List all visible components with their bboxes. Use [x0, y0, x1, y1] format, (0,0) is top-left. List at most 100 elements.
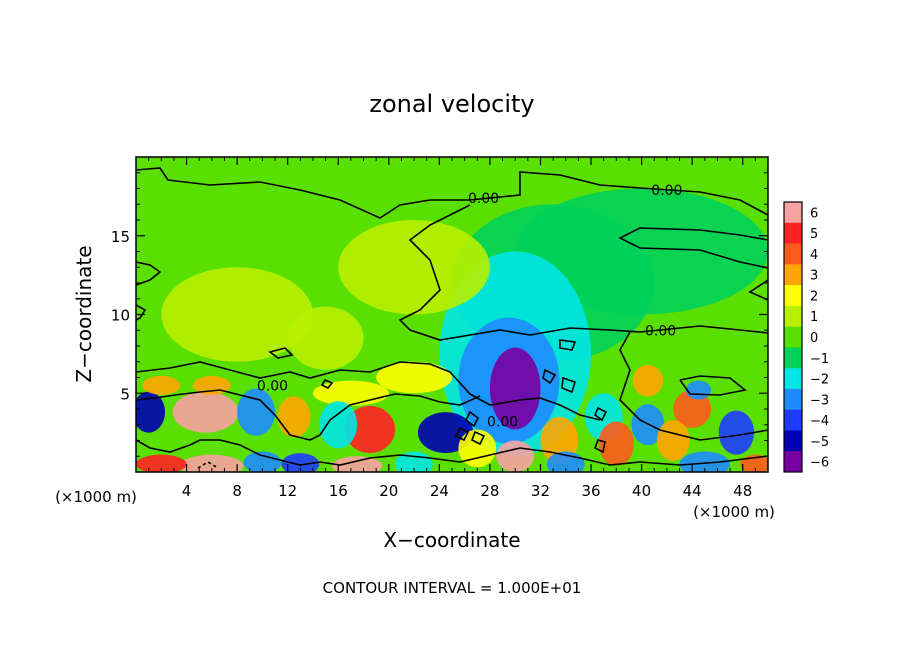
colorbar-swatch — [784, 222, 802, 245]
contour-interval-footer: CONTOUR INTERVAL = 1.000E+01 — [323, 579, 582, 597]
colorbar-frame — [783, 201, 803, 473]
x-tick-label: 4 — [182, 482, 192, 500]
contour-line — [136, 439, 768, 466]
contour-line — [398, 204, 768, 341]
field-blob — [656, 420, 690, 461]
x-tick-label: 28 — [480, 482, 499, 500]
field-blob — [161, 267, 313, 362]
colorbar-swatch — [784, 430, 802, 452]
field-blob — [136, 391, 166, 433]
y-tick-label: 5 — [120, 385, 130, 403]
field-blob — [344, 405, 396, 454]
x-tick-label: 44 — [683, 482, 702, 500]
colorbar-swatch — [784, 451, 802, 473]
colorbar-label: −1 — [810, 352, 829, 367]
contour-label: 0.00 — [487, 415, 518, 431]
colorbar-label: −6 — [810, 456, 829, 471]
colorbar-label: 3 — [810, 269, 818, 284]
field-blob — [673, 390, 712, 428]
field-blob — [598, 421, 635, 466]
y-tick-label: 15 — [111, 228, 130, 246]
colorbar-swatch — [784, 326, 802, 348]
colorbar-label: 4 — [810, 248, 818, 263]
colorbar-swatch — [784, 409, 802, 431]
x-tick-label: 8 — [232, 482, 242, 500]
contour-line — [593, 439, 606, 454]
colorbar: 6 5 4 3 2 1 0 −1 −2 −3 −4 −5 −6 — [783, 201, 829, 473]
field-blob — [243, 451, 282, 472]
field-blob — [136, 454, 187, 472]
colorbar-swatch — [784, 264, 802, 286]
colorbar-swatch — [784, 243, 802, 265]
x-tick-label: 20 — [379, 482, 398, 500]
contour-label: 0.00 — [645, 323, 676, 339]
contour-line — [470, 430, 486, 446]
contour-line — [268, 347, 294, 359]
colorbar-label: 2 — [810, 289, 818, 304]
contour-label: 0.00 — [257, 378, 288, 394]
chart-title: zonal velocity — [369, 90, 534, 118]
x-axis-label: X−coordinate — [383, 528, 520, 552]
contour-line — [320, 378, 334, 390]
field-blob — [458, 429, 497, 468]
field-blob — [180, 454, 244, 472]
x-unit-label-right: (×1000 m) — [693, 503, 775, 521]
field-blob — [319, 401, 358, 449]
x-tick-label: 48 — [733, 482, 752, 500]
x-tick-label: 32 — [531, 482, 550, 500]
colorbar-label: 0 — [810, 331, 818, 346]
field-blob — [338, 220, 490, 315]
contour-line — [594, 406, 608, 422]
contour-line — [559, 339, 577, 351]
contour-label: 0.00 — [468, 191, 499, 207]
contour-line — [197, 461, 219, 469]
field-blob — [376, 361, 452, 394]
contour-line — [561, 376, 576, 394]
field-blob — [718, 410, 755, 455]
contour-line — [454, 426, 470, 442]
field-blob — [515, 188, 768, 315]
x-tick-label: 16 — [329, 482, 348, 500]
field-blob — [489, 347, 541, 430]
contour-line — [136, 261, 162, 286]
contour-line — [618, 227, 768, 269]
field-blob — [312, 380, 389, 406]
colorbar-swatch — [784, 368, 802, 390]
plot-area: 0.00 0.000.000.000.00 4 8 12 16 20 24 28 32 36 40 4… — [111, 156, 769, 500]
x-tick-label: 12 — [278, 482, 297, 500]
colorbar-label: −3 — [810, 393, 829, 408]
field-blob — [172, 391, 239, 433]
contour-line — [136, 361, 601, 421]
field-blob — [237, 388, 276, 436]
velocity-field — [136, 157, 768, 472]
y-axis-label: Z−coordinate — [72, 245, 96, 382]
field-blob — [685, 380, 712, 400]
colorbar-label: −5 — [810, 435, 829, 450]
field-blob — [496, 440, 535, 472]
field-blob — [277, 396, 311, 438]
colorbar-swatch — [784, 202, 802, 224]
colorbar-label: −4 — [810, 414, 829, 429]
y-tick-label: 10 — [111, 307, 130, 325]
x-tick-label: 40 — [632, 482, 651, 500]
field-blob — [331, 456, 383, 472]
x-unit-label-left: (×1000 m) — [55, 488, 137, 506]
colorbar-swatch — [784, 285, 802, 307]
x-tick-label: 24 — [430, 482, 449, 500]
contour-line — [464, 410, 480, 428]
colorbar-swatch — [784, 347, 802, 369]
contour-line — [619, 331, 768, 441]
field-blob — [632, 364, 664, 397]
field-blob — [142, 375, 181, 395]
contour-line — [136, 167, 768, 219]
contour-line — [748, 279, 768, 301]
field-blob — [281, 453, 320, 472]
contour-line — [136, 389, 481, 441]
colorbar-swatch — [784, 305, 802, 328]
zero-contours — [136, 167, 768, 469]
field-blob — [287, 306, 364, 370]
contour-line — [542, 368, 557, 385]
contour-label: 0.00 — [651, 183, 682, 199]
